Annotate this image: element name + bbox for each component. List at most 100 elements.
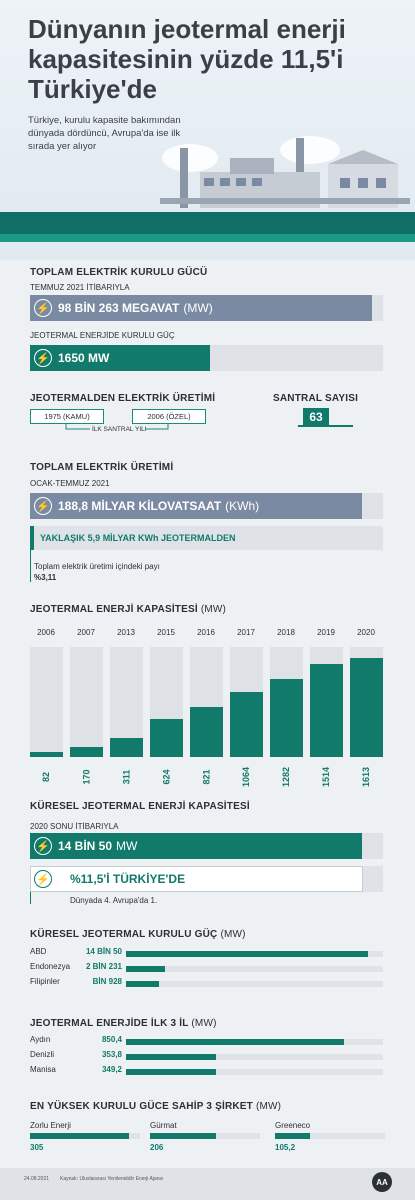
plant-count-value: 63 bbox=[303, 408, 329, 426]
chart-data-label: 1064 bbox=[241, 766, 252, 788]
chart-bar bbox=[30, 752, 63, 757]
rank-connector bbox=[30, 892, 31, 904]
global-capacity-date: 2020 SONU İTİBARIYLA bbox=[30, 822, 119, 831]
footer-date: 24.08.2021 bbox=[24, 1176, 50, 1182]
hero-ground-band bbox=[0, 212, 415, 234]
chart-year-label: 2015 bbox=[157, 628, 175, 637]
chart-column-bg bbox=[30, 647, 63, 757]
country-row-bar bbox=[126, 951, 383, 957]
hero-ground-band-light bbox=[0, 234, 415, 242]
country-row-bar bbox=[126, 966, 383, 972]
total-installed-unit: (MW) bbox=[183, 301, 213, 315]
company-bar bbox=[275, 1133, 385, 1139]
total-installed-bar-fill bbox=[30, 295, 373, 321]
first-plant-caption: İLK SANTRAL YILI bbox=[92, 426, 147, 433]
footer-source: Kaynak: Uluslararası Yenilenebilir Enerj… bbox=[60, 1176, 164, 1182]
top-companies-title: EN YÜKSEK KURULU GÜCE SAHİP 3 ŞİRKET bbox=[30, 1101, 253, 1112]
total-installed-bar: ⚡ 98 BİN 263 MEGAVAT (MW) bbox=[30, 295, 383, 321]
turkey-share-bar: ⚡ %11,5'İ TÜRKİYE'DE bbox=[30, 866, 383, 892]
total-generation-value: 188,8 MİLYAR KİLOVATSAAT bbox=[58, 499, 222, 513]
global-capacity-value: 14 BİN 50 bbox=[58, 839, 113, 853]
first-plant-private-year: 2006 (ÖZEL) bbox=[132, 409, 206, 424]
province-row-bar bbox=[126, 1054, 383, 1060]
lightning-icon: ⚡ bbox=[34, 497, 52, 515]
chart-data-label: 170 bbox=[81, 769, 92, 785]
company-bar-fill bbox=[150, 1133, 216, 1139]
chart-data-label: 1613 bbox=[361, 766, 372, 788]
share-value: %3,11 bbox=[34, 573, 57, 582]
chart-bar bbox=[310, 664, 343, 757]
chart-bar bbox=[190, 707, 223, 757]
chart-year-label: 2007 bbox=[77, 628, 95, 637]
chart-year-label: 2006 bbox=[37, 628, 55, 637]
company-value: 206 bbox=[150, 1143, 164, 1152]
top-provinces-title: JEOTERMAL ENERJİDE İLK 3 İL bbox=[30, 1018, 189, 1029]
first-plant-bracket bbox=[65, 423, 169, 430]
country-row-bar bbox=[126, 981, 383, 987]
geothermal-plant-illustration bbox=[160, 136, 410, 208]
top-companies-title-row: EN YÜKSEK KURULU GÜCE SAHİP 3 ŞİRKET (MW… bbox=[30, 1101, 281, 1112]
geo-generation-marker bbox=[30, 526, 34, 550]
company-value: 305 bbox=[30, 1143, 44, 1152]
total-generation-bar-fill bbox=[30, 493, 362, 519]
country-row-bar-fill bbox=[126, 966, 165, 972]
turkey-share-bar-fill bbox=[30, 866, 363, 892]
first-plant-title: JEOTERMALDEN ELEKTRİK ÜRETİMİ bbox=[30, 393, 216, 404]
province-row-bar bbox=[126, 1069, 383, 1075]
chart-unit: (MW) bbox=[200, 604, 227, 615]
share-connector bbox=[30, 550, 31, 582]
total-installed-title: TOPLAM ELEKTRİK KURULU GÜCÜ bbox=[30, 267, 208, 278]
hero-header: Dünyanın jeotermal enerji kapasitesinin … bbox=[0, 0, 415, 260]
province-row-value: 349,2 bbox=[101, 1065, 122, 1074]
chart-year-label: 2020 bbox=[357, 628, 375, 637]
chart-data-label: 311 bbox=[121, 769, 132, 785]
total-generation-bar: ⚡ 188,8 MİLYAR KİLOVATSAAT (KWh) bbox=[30, 493, 383, 519]
share-label: Toplam elektrik üretimi içindeki payı bbox=[34, 562, 160, 571]
chart-data-label: 1514 bbox=[321, 766, 332, 788]
company-bar bbox=[150, 1133, 260, 1139]
province-row-bar bbox=[126, 1039, 383, 1045]
chart-title: JEOTERMAL ENERJİ KAPASİTESİ bbox=[30, 604, 198, 615]
country-row-label: Endonezya bbox=[30, 962, 71, 971]
total-generation-unit: (KWh) bbox=[225, 499, 260, 513]
turkey-share-value: %11,5'İ TÜRKİYE'DE bbox=[70, 872, 186, 886]
province-row-bar-fill bbox=[126, 1039, 345, 1045]
country-row-label: ABD bbox=[30, 947, 47, 956]
footer: 24.08.2021 Kaynak: Uluslararası Yenilene… bbox=[0, 1168, 415, 1200]
company-bar-fill bbox=[275, 1133, 311, 1139]
global-capacity-unit: MW bbox=[116, 839, 138, 853]
plant-count-underline bbox=[298, 425, 353, 427]
total-installed-value-row: 98 BİN 263 MEGAVAT (MW) bbox=[58, 295, 213, 321]
province-row-label: Aydın bbox=[30, 1035, 51, 1044]
geo-installed-value: 1650 MW bbox=[58, 351, 110, 365]
geo-installed-bar-fill bbox=[30, 345, 211, 371]
total-installed-date: TEMMUZ 2021 İTİBARIYLA bbox=[30, 283, 130, 292]
country-row-value: BİN 928 bbox=[92, 977, 122, 986]
aa-logo: AA bbox=[372, 1172, 392, 1192]
top-companies-unit: (MW) bbox=[255, 1101, 282, 1112]
chart-year-label: 2017 bbox=[237, 628, 255, 637]
chart-title-row: JEOTERMAL ENERJİ KAPASİTESİ (MW) bbox=[30, 604, 226, 615]
lightning-icon: ⚡ bbox=[34, 349, 52, 367]
first-plant-public-year: 1975 (KAMU) bbox=[30, 409, 104, 424]
lightning-icon: ⚡ bbox=[34, 837, 52, 855]
page-subtitle: Türkiye, kurulu kapasite bakımından düny… bbox=[28, 115, 181, 152]
country-row-bar-fill bbox=[126, 981, 160, 987]
chart-bar bbox=[110, 738, 143, 757]
company-label: Zorlu Enerji bbox=[30, 1121, 71, 1130]
country-row-bar-fill bbox=[126, 951, 368, 957]
global-installed-unit: (MW) bbox=[220, 929, 246, 940]
chart-bar bbox=[150, 719, 183, 757]
country-row-label: Filipinler bbox=[30, 977, 60, 986]
global-capacity-title: KÜRESEL JEOTERMAL ENERJİ KAPASİTESİ bbox=[30, 801, 250, 812]
total-generation-date: OCAK-TEMMUZ 2021 bbox=[30, 479, 110, 488]
chart-bar bbox=[350, 658, 383, 757]
chart-column-bg bbox=[70, 647, 103, 757]
geo-installed-title: JEOTERMAL ENERJİDE KURULU GÜÇ bbox=[30, 331, 175, 340]
province-row-label: Denizli bbox=[30, 1050, 55, 1059]
country-row-value: 14 BİN 50 bbox=[85, 947, 122, 956]
chart-year-label: 2016 bbox=[197, 628, 215, 637]
geo-generation-bar: YAKLAŞIK 5,9 MİLYAR KWh JEOTERMALDEN bbox=[30, 526, 383, 550]
global-capacity-bar-fill bbox=[30, 833, 362, 859]
lightning-icon: ⚡ bbox=[34, 299, 52, 317]
